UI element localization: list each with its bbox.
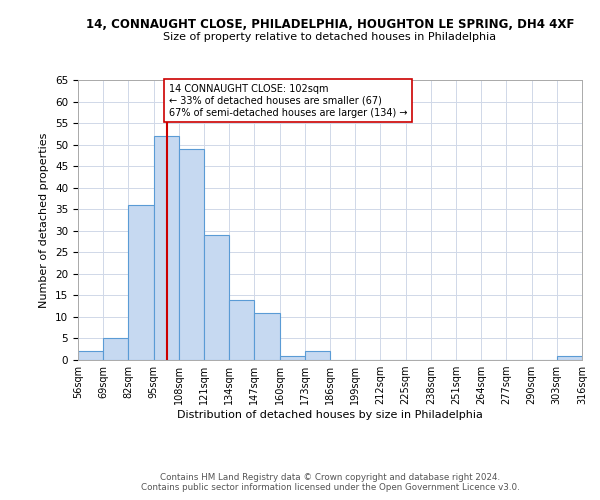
Bar [229, 300, 254, 360]
Bar [154, 136, 179, 360]
Text: 14 CONNAUGHT CLOSE: 102sqm
← 33% of detached houses are smaller (67)
67% of semi: 14 CONNAUGHT CLOSE: 102sqm ← 33% of deta… [169, 84, 407, 117]
Text: 14, CONNAUGHT CLOSE, PHILADELPHIA, HOUGHTON LE SPRING, DH4 4XF: 14, CONNAUGHT CLOSE, PHILADELPHIA, HOUGH… [86, 18, 574, 30]
Bar [254, 312, 280, 360]
Bar [204, 235, 229, 360]
Bar [280, 356, 305, 360]
Bar [557, 356, 582, 360]
Bar [305, 352, 330, 360]
Text: Contains public sector information licensed under the Open Government Licence v3: Contains public sector information licen… [140, 482, 520, 492]
Bar [179, 149, 204, 360]
Bar [78, 352, 103, 360]
Y-axis label: Number of detached properties: Number of detached properties [40, 132, 49, 308]
Text: Size of property relative to detached houses in Philadelphia: Size of property relative to detached ho… [163, 32, 497, 42]
Text: Contains HM Land Registry data © Crown copyright and database right 2024.: Contains HM Land Registry data © Crown c… [160, 472, 500, 482]
Bar [128, 205, 154, 360]
X-axis label: Distribution of detached houses by size in Philadelphia: Distribution of detached houses by size … [177, 410, 483, 420]
Bar [103, 338, 128, 360]
